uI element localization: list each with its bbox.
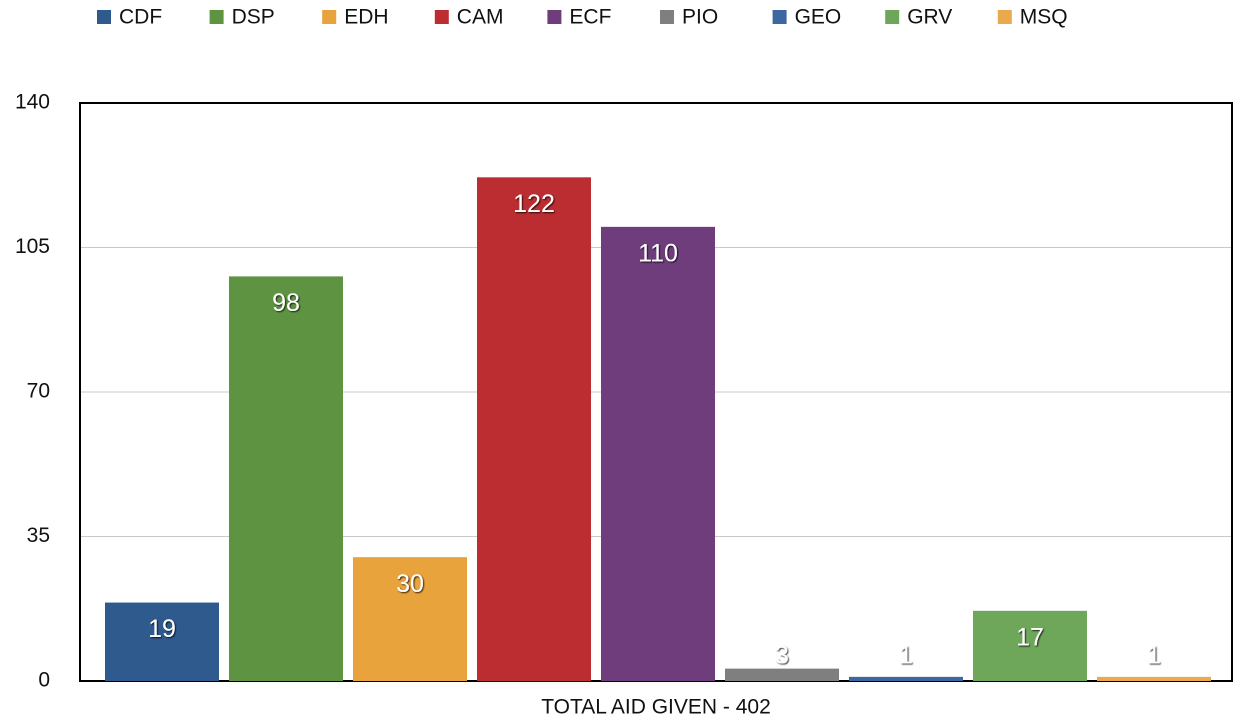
value-label: 17 xyxy=(1016,623,1044,651)
bar xyxy=(105,602,219,681)
value-label: 1 xyxy=(1147,642,1161,670)
legend-label: GRV xyxy=(907,6,952,29)
legend-swatch xyxy=(547,10,562,24)
bar xyxy=(229,276,343,681)
bar xyxy=(601,226,715,681)
legend-swatch xyxy=(434,10,449,24)
legend-swatch xyxy=(97,10,111,24)
y-tick-label: 0 xyxy=(38,669,50,692)
legend-label: PIO xyxy=(682,6,718,29)
legend-label: ECF xyxy=(569,6,611,29)
legend-swatch xyxy=(322,10,337,24)
legend-label: GEO xyxy=(795,6,842,29)
value-label: 30 xyxy=(396,570,424,598)
legend-label: CDF xyxy=(119,6,162,29)
y-tick-label: 140 xyxy=(15,91,50,114)
legend-swatch xyxy=(209,10,224,24)
bar xyxy=(353,557,467,681)
legend-label: CAM xyxy=(457,6,504,29)
bar xyxy=(725,668,839,681)
bar xyxy=(849,676,963,681)
legend-label: MSQ xyxy=(1020,6,1068,29)
value-label: 122 xyxy=(513,190,555,218)
value-label: 19 xyxy=(148,615,176,643)
value-label: 1 xyxy=(899,642,913,670)
value-label: 3 xyxy=(775,642,789,670)
legend-swatch xyxy=(885,10,900,24)
legend-swatch xyxy=(660,10,674,24)
y-tick-label: 70 xyxy=(27,380,50,403)
x-axis-label: TOTAL AID GIVEN - 402 xyxy=(541,696,771,719)
legend-label: EDH xyxy=(344,6,388,29)
value-label: 110 xyxy=(638,239,678,267)
bar xyxy=(477,177,591,682)
value-label: 98 xyxy=(272,289,300,317)
bar xyxy=(973,610,1087,681)
bar xyxy=(1097,676,1211,681)
y-tick-label: 105 xyxy=(15,235,50,258)
legend-label: DSP xyxy=(232,6,275,29)
legend-swatch xyxy=(772,10,787,24)
y-tick-label: 35 xyxy=(27,524,50,547)
legend-swatch xyxy=(997,10,1012,24)
